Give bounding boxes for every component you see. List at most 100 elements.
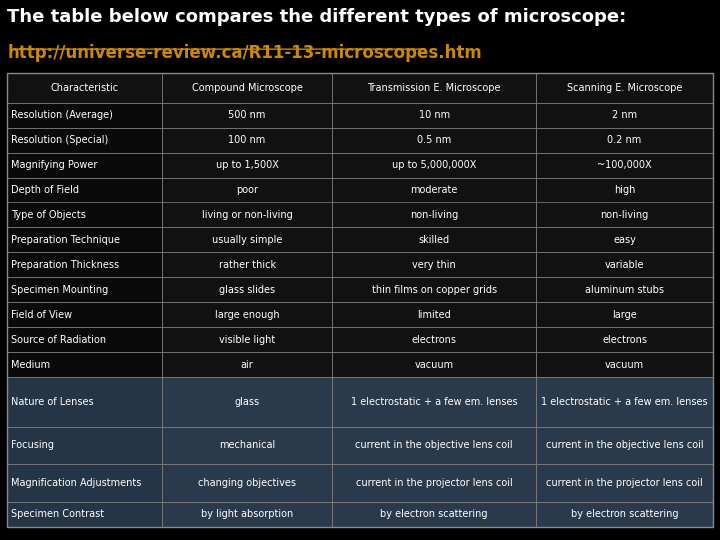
Bar xyxy=(163,128,332,153)
Text: Characteristic: Characteristic xyxy=(50,83,119,93)
Bar xyxy=(332,327,536,352)
Bar xyxy=(332,128,536,153)
Text: by electron scattering: by electron scattering xyxy=(571,509,678,519)
Text: moderate: moderate xyxy=(410,185,458,195)
Bar xyxy=(163,327,332,352)
Bar xyxy=(536,377,713,427)
Text: Resolution (Special): Resolution (Special) xyxy=(12,135,109,145)
Text: usually simple: usually simple xyxy=(212,235,282,245)
Text: Source of Radiation: Source of Radiation xyxy=(12,335,107,345)
Bar xyxy=(536,178,713,202)
Bar xyxy=(536,153,713,178)
Text: rather thick: rather thick xyxy=(219,260,276,270)
Bar xyxy=(536,227,713,252)
Text: skilled: skilled xyxy=(418,235,450,245)
Text: by light absorption: by light absorption xyxy=(201,509,293,519)
Text: very thin: very thin xyxy=(413,260,456,270)
Text: Magnifying Power: Magnifying Power xyxy=(12,160,98,170)
Bar xyxy=(332,202,536,227)
Text: thin films on copper grids: thin films on copper grids xyxy=(372,285,497,295)
Text: easy: easy xyxy=(613,235,636,245)
Bar xyxy=(536,103,713,128)
Bar xyxy=(7,464,163,502)
Bar xyxy=(7,202,163,227)
Text: poor: poor xyxy=(236,185,258,195)
Text: Type of Objects: Type of Objects xyxy=(12,210,86,220)
Bar xyxy=(163,73,332,103)
Bar xyxy=(332,73,536,103)
Bar xyxy=(7,178,163,202)
Text: Preparation Thickness: Preparation Thickness xyxy=(12,260,120,270)
Text: 1 electrostatic + a few em. lenses: 1 electrostatic + a few em. lenses xyxy=(541,397,708,407)
Bar xyxy=(163,153,332,178)
Bar xyxy=(7,227,163,252)
Bar xyxy=(536,502,713,526)
Bar xyxy=(332,252,536,277)
Bar xyxy=(7,103,163,128)
Text: Medium: Medium xyxy=(12,360,50,369)
Bar xyxy=(163,502,332,526)
Text: glass: glass xyxy=(235,397,260,407)
Text: up to 5,000,000X: up to 5,000,000X xyxy=(392,160,476,170)
Bar xyxy=(332,277,536,302)
Bar xyxy=(536,302,713,327)
Bar xyxy=(332,103,536,128)
Bar xyxy=(163,227,332,252)
Text: 0.2 nm: 0.2 nm xyxy=(608,135,642,145)
Text: Resolution (Average): Resolution (Average) xyxy=(12,110,113,120)
Text: living or non-living: living or non-living xyxy=(202,210,292,220)
Bar xyxy=(536,427,713,464)
Text: Compound Microscope: Compound Microscope xyxy=(192,83,302,93)
Bar xyxy=(332,153,536,178)
Bar xyxy=(536,327,713,352)
Text: vacuum: vacuum xyxy=(605,360,644,369)
Bar xyxy=(332,502,536,526)
Bar xyxy=(536,202,713,227)
Text: current in the objective lens coil: current in the objective lens coil xyxy=(355,441,513,450)
Bar xyxy=(163,202,332,227)
Text: vacuum: vacuum xyxy=(415,360,454,369)
Bar xyxy=(332,427,536,464)
Bar xyxy=(536,464,713,502)
Text: Depth of Field: Depth of Field xyxy=(12,185,79,195)
Text: 10 nm: 10 nm xyxy=(418,110,450,120)
Text: Nature of Lenses: Nature of Lenses xyxy=(12,397,94,407)
Text: glass slides: glass slides xyxy=(219,285,275,295)
Text: 500 nm: 500 nm xyxy=(228,110,266,120)
Bar xyxy=(332,352,536,377)
Text: current in the projector lens coil: current in the projector lens coil xyxy=(546,478,703,488)
Text: Focusing: Focusing xyxy=(12,441,55,450)
Text: by electron scattering: by electron scattering xyxy=(380,509,488,519)
Text: aluminum stubs: aluminum stubs xyxy=(585,285,664,295)
Text: variable: variable xyxy=(605,260,644,270)
Bar xyxy=(7,327,163,352)
Text: changing objectives: changing objectives xyxy=(198,478,296,488)
Bar xyxy=(163,103,332,128)
Bar xyxy=(7,377,163,427)
Text: Scanning E. Microscope: Scanning E. Microscope xyxy=(567,83,683,93)
Bar xyxy=(332,178,536,202)
Bar xyxy=(7,427,163,464)
Bar xyxy=(7,153,163,178)
Text: non-living: non-living xyxy=(410,210,458,220)
Text: limited: limited xyxy=(417,309,451,320)
Text: electrons: electrons xyxy=(412,335,456,345)
Bar xyxy=(163,277,332,302)
Text: http://universe-review.ca/R11-13-microscopes.htm: http://universe-review.ca/R11-13-microsc… xyxy=(7,44,482,62)
Text: Specimen Mounting: Specimen Mounting xyxy=(12,285,109,295)
Bar xyxy=(163,427,332,464)
Bar xyxy=(332,227,536,252)
Text: The table below compares the different types of microscope:: The table below compares the different t… xyxy=(7,9,626,26)
Text: up to 1,500X: up to 1,500X xyxy=(216,160,279,170)
Text: 1 electrostatic + a few em. lenses: 1 electrostatic + a few em. lenses xyxy=(351,397,518,407)
Bar xyxy=(163,252,332,277)
Bar xyxy=(7,302,163,327)
Text: electrons: electrons xyxy=(602,335,647,345)
Text: high: high xyxy=(614,185,635,195)
Text: 100 nm: 100 nm xyxy=(228,135,266,145)
Text: visible light: visible light xyxy=(219,335,275,345)
Bar xyxy=(7,502,163,526)
Bar xyxy=(332,302,536,327)
Text: current in the projector lens coil: current in the projector lens coil xyxy=(356,478,513,488)
Text: Preparation Technique: Preparation Technique xyxy=(12,235,120,245)
